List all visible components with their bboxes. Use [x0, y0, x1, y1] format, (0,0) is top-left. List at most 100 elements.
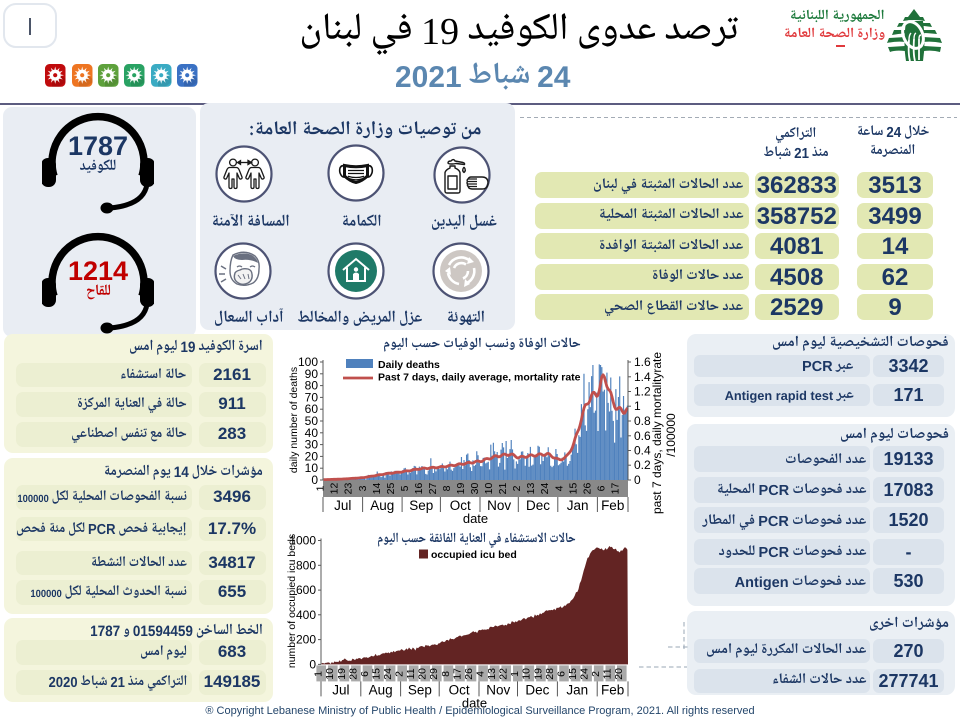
- svg-text:Oct: Oct: [449, 682, 470, 697]
- svg-text:600: 600: [296, 583, 316, 597]
- svg-text:60: 60: [305, 402, 319, 416]
- svg-text:15: 15: [567, 483, 579, 495]
- svg-text:1000: 1000: [289, 534, 316, 548]
- svg-text:0: 0: [309, 657, 316, 671]
- svg-text:13: 13: [525, 483, 537, 495]
- svg-text:20: 20: [417, 668, 429, 680]
- svg-text:Sep: Sep: [409, 498, 433, 513]
- svg-text:30: 30: [469, 483, 481, 495]
- svg-text:6: 6: [359, 671, 371, 677]
- svg-text:11: 11: [405, 668, 417, 679]
- svg-text:19: 19: [336, 668, 348, 680]
- svg-text:Past 7 days, daily average, mo: Past 7 days, daily average, mortality ra…: [378, 372, 581, 384]
- svg-text:24: 24: [539, 483, 551, 495]
- svg-text:15: 15: [567, 668, 579, 680]
- svg-text:11: 11: [602, 668, 614, 679]
- svg-text:Oct: Oct: [450, 498, 471, 513]
- svg-text:number of occupied icu beds: number of occupied icu beds: [286, 534, 298, 668]
- svg-text:Sep: Sep: [408, 682, 432, 697]
- svg-text:4: 4: [475, 671, 487, 677]
- svg-text:29: 29: [428, 668, 440, 680]
- svg-text:date: date: [463, 511, 488, 526]
- svg-text:22: 22: [498, 668, 510, 680]
- svg-text:100: 100: [298, 355, 318, 369]
- svg-text:10: 10: [324, 668, 336, 680]
- svg-text:daily number of deaths: daily number of deaths: [288, 367, 300, 473]
- svg-text:30: 30: [305, 438, 319, 452]
- svg-text:2: 2: [394, 671, 406, 677]
- svg-text:15: 15: [370, 668, 382, 680]
- svg-text:20: 20: [613, 668, 625, 680]
- svg-text:24: 24: [579, 668, 591, 680]
- svg-text:6: 6: [595, 485, 607, 491]
- svg-text:8: 8: [441, 485, 453, 491]
- svg-text:10: 10: [305, 461, 319, 475]
- svg-text:1.6: 1.6: [634, 355, 651, 369]
- svg-text:20: 20: [305, 449, 319, 463]
- svg-text:3: 3: [357, 485, 369, 491]
- svg-text:2: 2: [511, 485, 523, 491]
- svg-text:1: 1: [313, 671, 325, 677]
- svg-text:13: 13: [486, 668, 498, 680]
- svg-text:80: 80: [305, 379, 319, 393]
- svg-text:40: 40: [305, 426, 319, 440]
- svg-text:6: 6: [555, 671, 567, 677]
- svg-text:Feb: Feb: [601, 682, 624, 697]
- svg-text:0.2: 0.2: [634, 458, 651, 472]
- svg-text:Jul: Jul: [332, 682, 349, 697]
- svg-text:Feb: Feb: [601, 498, 624, 513]
- svg-text:200: 200: [296, 633, 316, 647]
- svg-text:Dec: Dec: [525, 682, 549, 697]
- svg-text:23: 23: [343, 483, 355, 495]
- svg-text:24: 24: [382, 668, 394, 680]
- svg-text:27: 27: [427, 483, 439, 495]
- svg-text:1: 1: [634, 399, 641, 413]
- svg-text:17: 17: [609, 483, 621, 495]
- svg-text:70: 70: [305, 390, 319, 404]
- svg-text:0.6: 0.6: [634, 429, 651, 443]
- svg-text:16: 16: [413, 483, 425, 495]
- svg-text:17: 17: [451, 668, 463, 680]
- svg-text:50: 50: [305, 414, 319, 428]
- svg-text:800: 800: [296, 558, 316, 572]
- svg-text:Aug: Aug: [370, 498, 394, 513]
- svg-text:1: 1: [509, 671, 521, 677]
- svg-text:26: 26: [581, 483, 593, 495]
- svg-text:Jul: Jul: [334, 498, 351, 513]
- svg-text:Nov: Nov: [486, 682, 510, 697]
- svg-text:90: 90: [305, 367, 319, 381]
- svg-text:28: 28: [544, 668, 556, 680]
- svg-text:19: 19: [455, 483, 467, 495]
- svg-text:14: 14: [371, 483, 383, 495]
- svg-text:12: 12: [329, 483, 341, 495]
- svg-text:0.4: 0.4: [634, 444, 651, 458]
- svg-text:0.8: 0.8: [634, 414, 651, 428]
- svg-text:25: 25: [385, 483, 397, 495]
- svg-text:400: 400: [296, 608, 316, 622]
- svg-text:1: 1: [315, 485, 327, 491]
- svg-text:1.2: 1.2: [634, 385, 651, 399]
- svg-text:0: 0: [634, 473, 641, 487]
- svg-text:5: 5: [399, 485, 411, 491]
- svg-text:Aug: Aug: [369, 682, 393, 697]
- svg-text:10: 10: [521, 668, 533, 680]
- svg-text:4: 4: [553, 485, 565, 491]
- svg-text:19: 19: [532, 668, 544, 680]
- svg-text:26: 26: [463, 668, 475, 680]
- svg-text:Nov: Nov: [487, 498, 511, 513]
- svg-text:1.4: 1.4: [634, 370, 651, 384]
- svg-text:past 7 days, daily mortalityra: past 7 days, daily mortalityrate: [650, 352, 664, 514]
- svg-text:28: 28: [347, 668, 359, 680]
- svg-text:occupied icu bed: occupied icu bed: [431, 549, 517, 561]
- svg-text:21: 21: [497, 483, 509, 495]
- svg-text:2: 2: [590, 671, 602, 677]
- svg-text:8: 8: [440, 671, 452, 677]
- svg-text:Jan: Jan: [566, 682, 588, 697]
- svg-text:0: 0: [311, 473, 318, 487]
- svg-text:10: 10: [483, 483, 495, 495]
- svg-text:/100000: /100000: [664, 413, 678, 457]
- svg-text:Daily deaths: Daily deaths: [378, 359, 440, 371]
- svg-text:Jan: Jan: [567, 498, 589, 513]
- svg-text:date: date: [462, 695, 487, 710]
- svg-text:Dec: Dec: [526, 498, 550, 513]
